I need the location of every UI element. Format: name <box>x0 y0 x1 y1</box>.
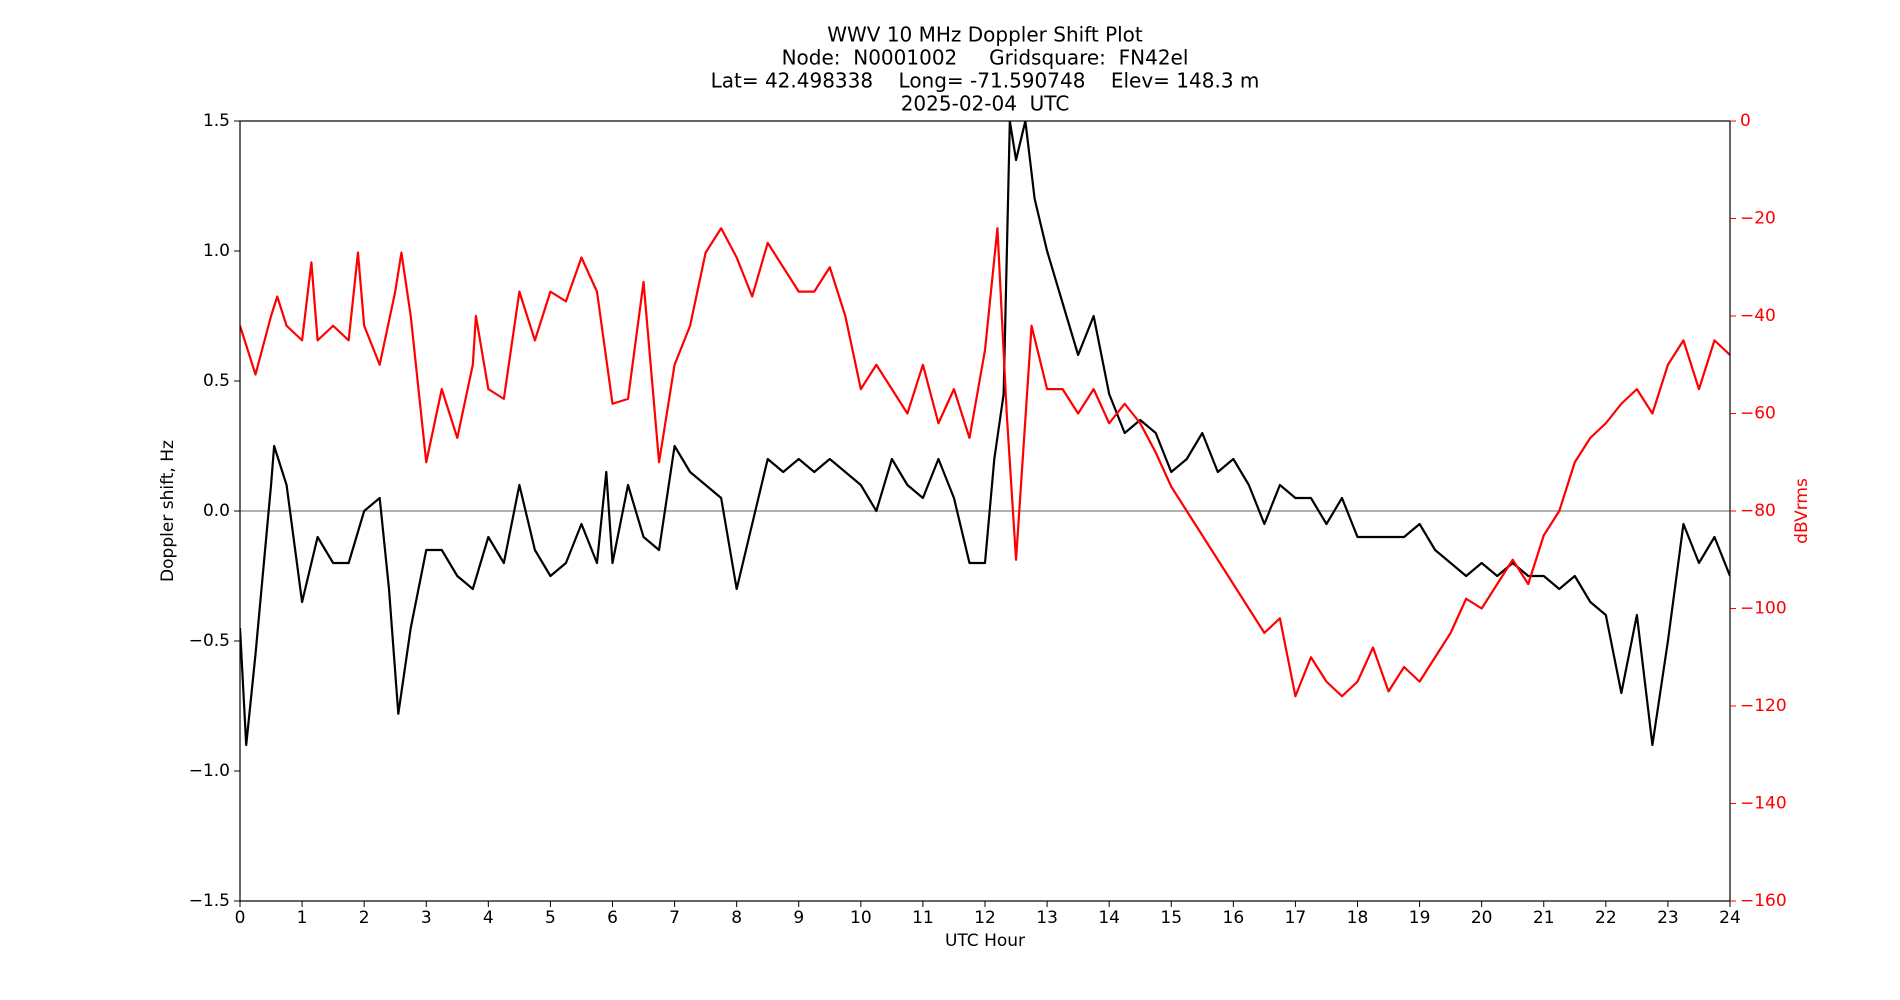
x-tick-label: 8 <box>731 908 742 928</box>
y2-tick-label: 0 <box>1740 111 1751 131</box>
chart-title: WWV 10 MHz Doppler Shift Plot <box>827 23 1143 47</box>
y-tick-label: 0.5 <box>203 371 230 391</box>
y2-tick-label: −20 <box>1740 209 1776 229</box>
x-tick-label: 15 <box>1160 908 1182 928</box>
y-tick-label: −1.0 <box>189 761 230 781</box>
x-tick-label: 22 <box>1595 908 1617 928</box>
x-tick-label: 19 <box>1409 908 1431 928</box>
y-tick-label: 1.0 <box>203 241 230 261</box>
y2-tick-label: −80 <box>1740 501 1776 521</box>
x-tick-label: 21 <box>1533 908 1555 928</box>
x-tick-label: 0 <box>235 908 246 928</box>
y2-tick-label: −40 <box>1740 306 1776 326</box>
x-tick-label: 13 <box>1036 908 1058 928</box>
x-tick-label: 12 <box>974 908 996 928</box>
x-tick-label: 17 <box>1285 908 1307 928</box>
y-tick-label: −1.5 <box>189 891 230 911</box>
x-tick-label: 7 <box>669 908 680 928</box>
x-tick-label: 11 <box>912 908 934 928</box>
x-tick-label: 14 <box>1098 908 1120 928</box>
x-tick-label: 5 <box>545 908 556 928</box>
x-tick-label: 20 <box>1471 908 1493 928</box>
x-tick-label: 6 <box>607 908 618 928</box>
x-tick-label: 10 <box>850 908 872 928</box>
x-axis-label: UTC Hour <box>945 931 1025 951</box>
y2-tick-label: −120 <box>1740 696 1787 716</box>
chart-title: Lat= 42.498338 Long= -71.590748 Elev= 14… <box>711 69 1260 93</box>
x-tick-label: 4 <box>483 908 494 928</box>
x-tick-label: 24 <box>1719 908 1741 928</box>
x-tick-label: 16 <box>1223 908 1245 928</box>
plot-area <box>240 121 1730 747</box>
data-line <box>240 227 1730 698</box>
chart-title: 2025-02-04 UTC <box>901 92 1070 116</box>
y-axis-label: Doppler shift, Hz <box>158 440 178 582</box>
y-tick-label: −0.5 <box>189 631 230 651</box>
y2-tick-label: −60 <box>1740 404 1776 424</box>
chart-title: Node: N0001002 Gridsquare: FN42el <box>782 46 1189 70</box>
y-tick-label: 1.5 <box>203 111 230 131</box>
x-tick-label: 23 <box>1657 908 1679 928</box>
y2-tick-label: −160 <box>1740 891 1787 911</box>
x-tick-label: 9 <box>793 908 804 928</box>
y-tick-label: 0.0 <box>203 501 230 521</box>
x-tick-label: 18 <box>1347 908 1369 928</box>
x-tick-label: 1 <box>297 908 308 928</box>
y2-tick-label: −100 <box>1740 599 1787 619</box>
y2-tick-label: −140 <box>1740 794 1787 814</box>
y2-axis-label: dBVrms <box>1792 478 1812 544</box>
x-tick-label: 3 <box>421 908 432 928</box>
x-tick-label: 2 <box>359 908 370 928</box>
data-line <box>240 121 1730 747</box>
